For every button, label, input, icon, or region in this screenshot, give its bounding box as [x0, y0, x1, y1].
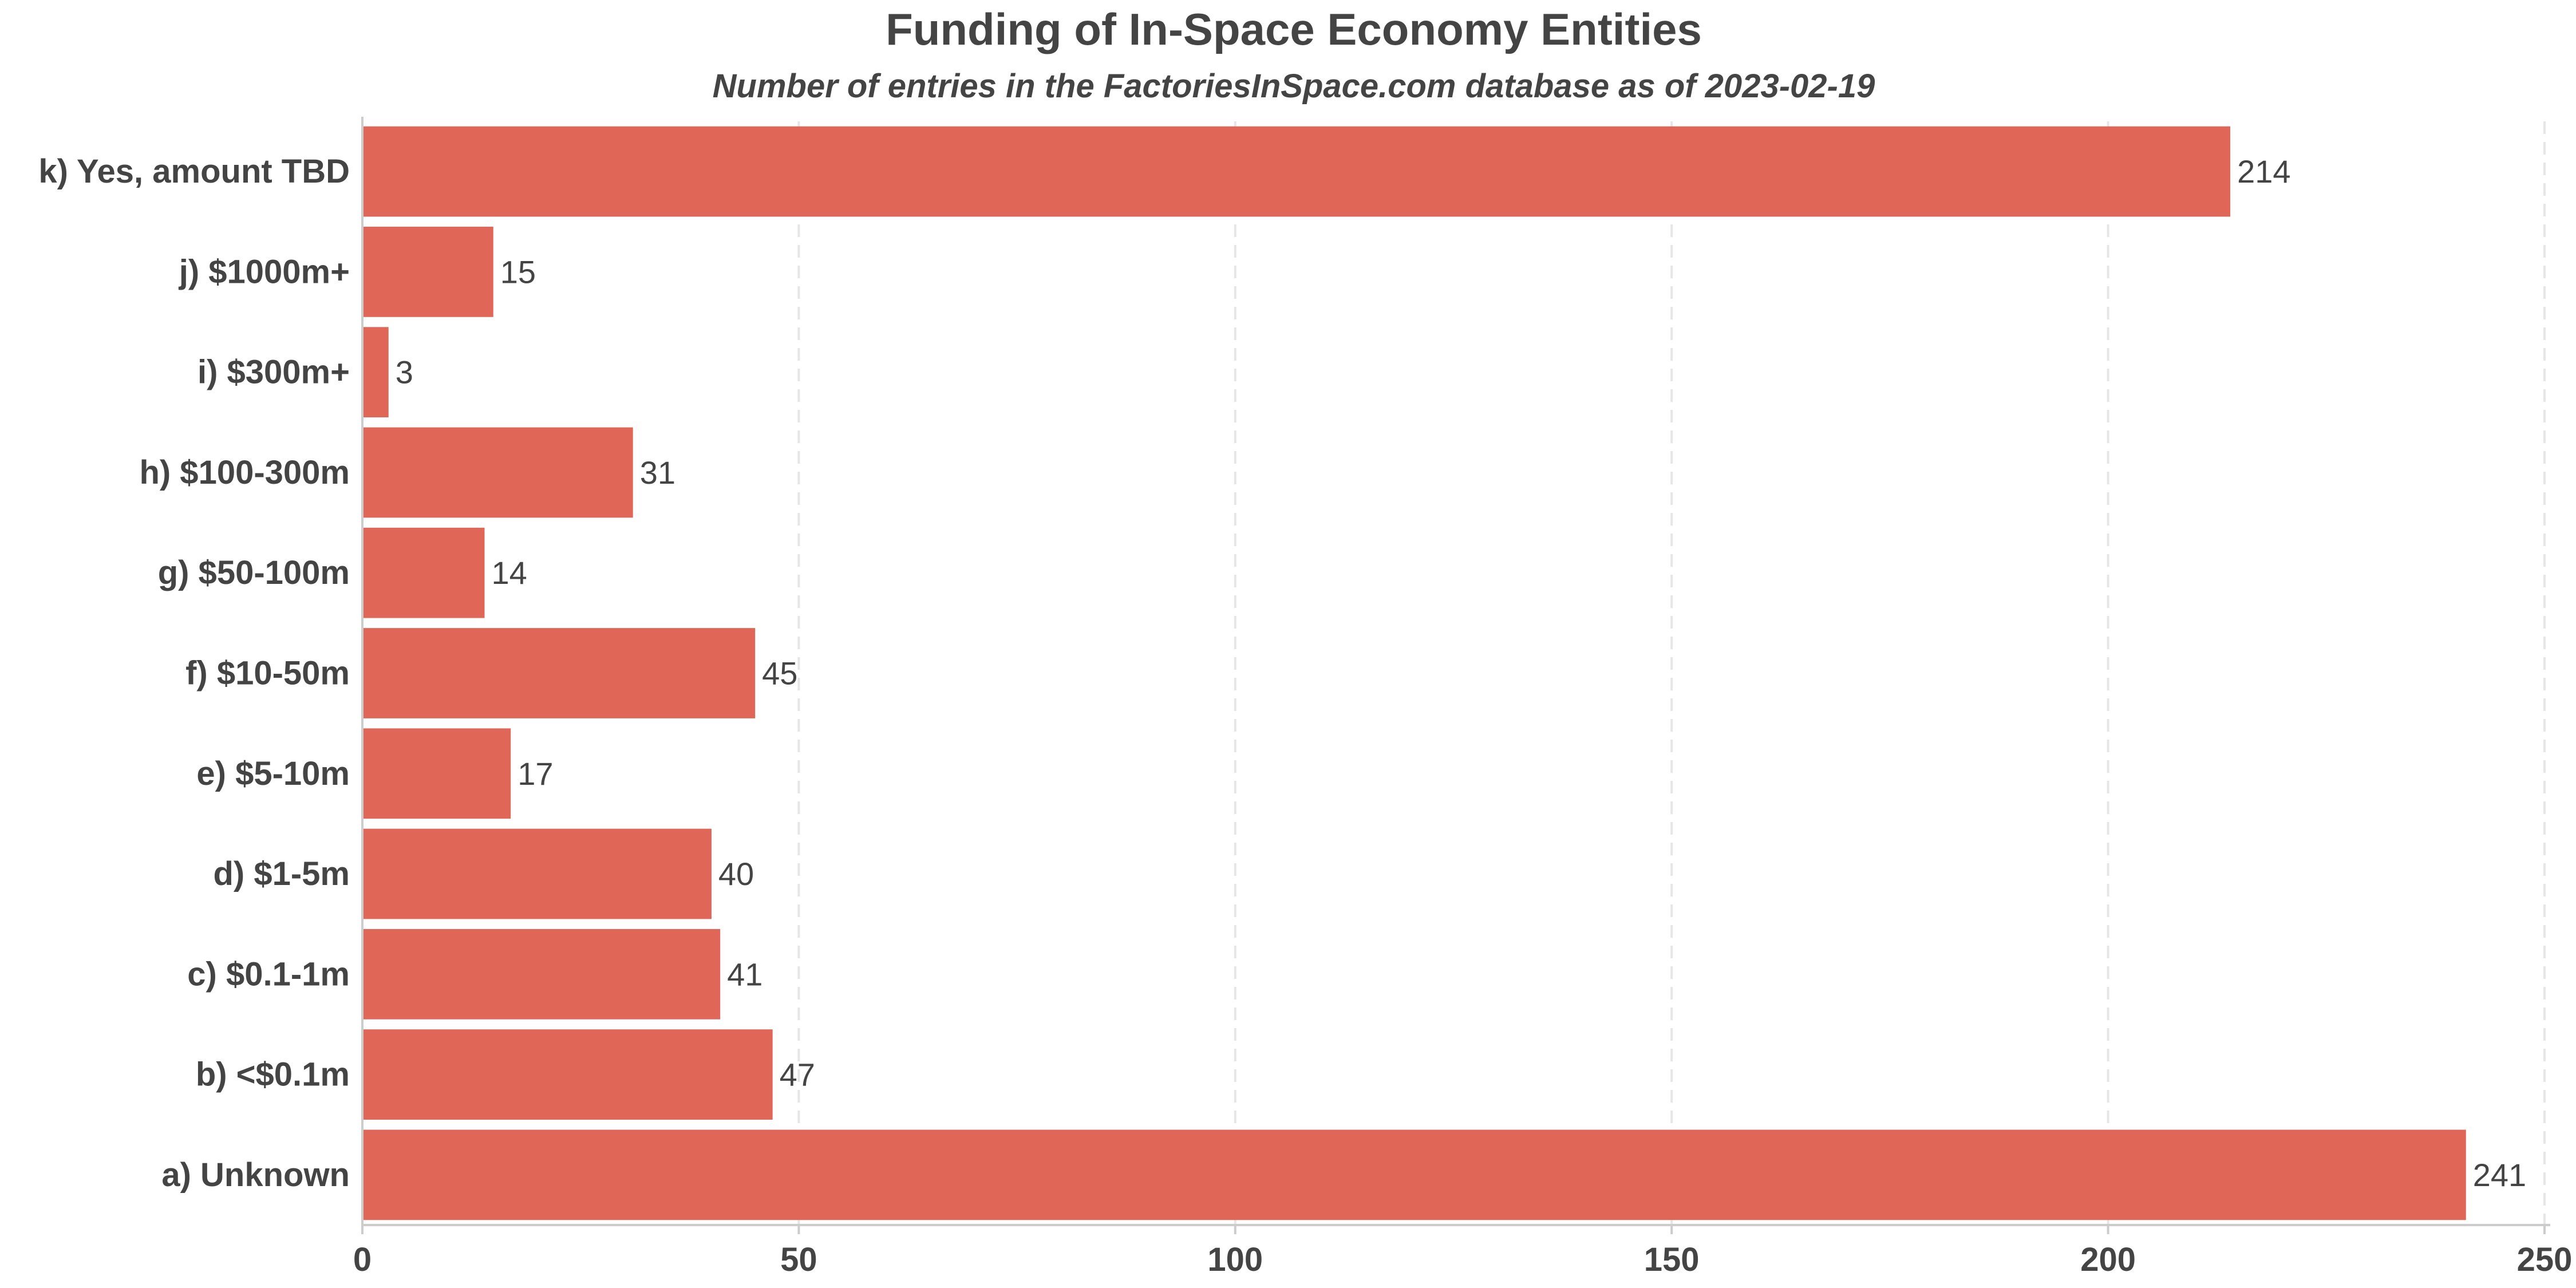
- value-label: 14: [491, 555, 527, 591]
- value-label: 15: [500, 254, 536, 290]
- x-tick-labels: 0 50 100 150 200 250: [353, 1225, 2573, 1278]
- chart-subtitle: Number of entries in the FactoriesInSpac…: [713, 68, 1875, 105]
- chart-title: Funding of In-Space Economy Entities: [886, 4, 1702, 54]
- value-label: 45: [762, 655, 797, 692]
- x-tick-label: 50: [780, 1241, 817, 1278]
- category-labels: a) Unknown b) <$0.1m c) $0.1-1m d) $1-5m e) …: [38, 153, 350, 1194]
- category-label: k) Yes, amount TBD: [38, 153, 350, 190]
- bar: [362, 327, 389, 418]
- x-tick-label: 250: [2517, 1241, 2573, 1278]
- value-label: 17: [517, 756, 553, 792]
- grid-lines: [797, 121, 2546, 1225]
- x-tick-label: 0: [353, 1241, 372, 1278]
- bar: [362, 1129, 2466, 1220]
- value-labels: 241 47 41 40 17 45 14 31 3 15 214: [396, 153, 2526, 1193]
- bar: [362, 427, 633, 518]
- category-label: d) $1-5m: [213, 855, 350, 892]
- x-tick-label: 200: [2080, 1241, 2136, 1278]
- bar: [362, 628, 756, 718]
- category-label: j) $1000m+: [179, 253, 350, 290]
- value-label: 3: [396, 354, 413, 390]
- value-label: 47: [780, 1057, 815, 1093]
- value-label: 241: [2473, 1157, 2526, 1193]
- x-tick-label: 100: [1207, 1241, 1263, 1278]
- bar: [362, 527, 485, 618]
- bar: [362, 828, 712, 919]
- value-label: 40: [718, 856, 754, 892]
- category-label: h) $100-300m: [139, 454, 350, 491]
- bars: [362, 126, 2466, 1220]
- bar: [362, 227, 493, 317]
- category-label: b) <$0.1m: [196, 1056, 350, 1093]
- category-label: f) $10-50m: [185, 655, 350, 692]
- category-label: e) $5-10m: [196, 755, 350, 792]
- bar: [362, 929, 721, 1020]
- bar: [362, 1029, 773, 1120]
- category-label: c) $0.1-1m: [187, 955, 350, 993]
- bar: [362, 728, 511, 819]
- value-label: 31: [640, 455, 675, 491]
- value-label: 41: [727, 956, 762, 992]
- bar: [362, 126, 2231, 217]
- category-label: a) Unknown: [161, 1156, 350, 1194]
- category-label: i) $300m+: [197, 354, 350, 391]
- axes: [361, 117, 2550, 1226]
- x-tick-label: 150: [1644, 1241, 1700, 1278]
- value-label: 214: [2237, 153, 2290, 189]
- category-label: g) $50-100m: [158, 554, 350, 591]
